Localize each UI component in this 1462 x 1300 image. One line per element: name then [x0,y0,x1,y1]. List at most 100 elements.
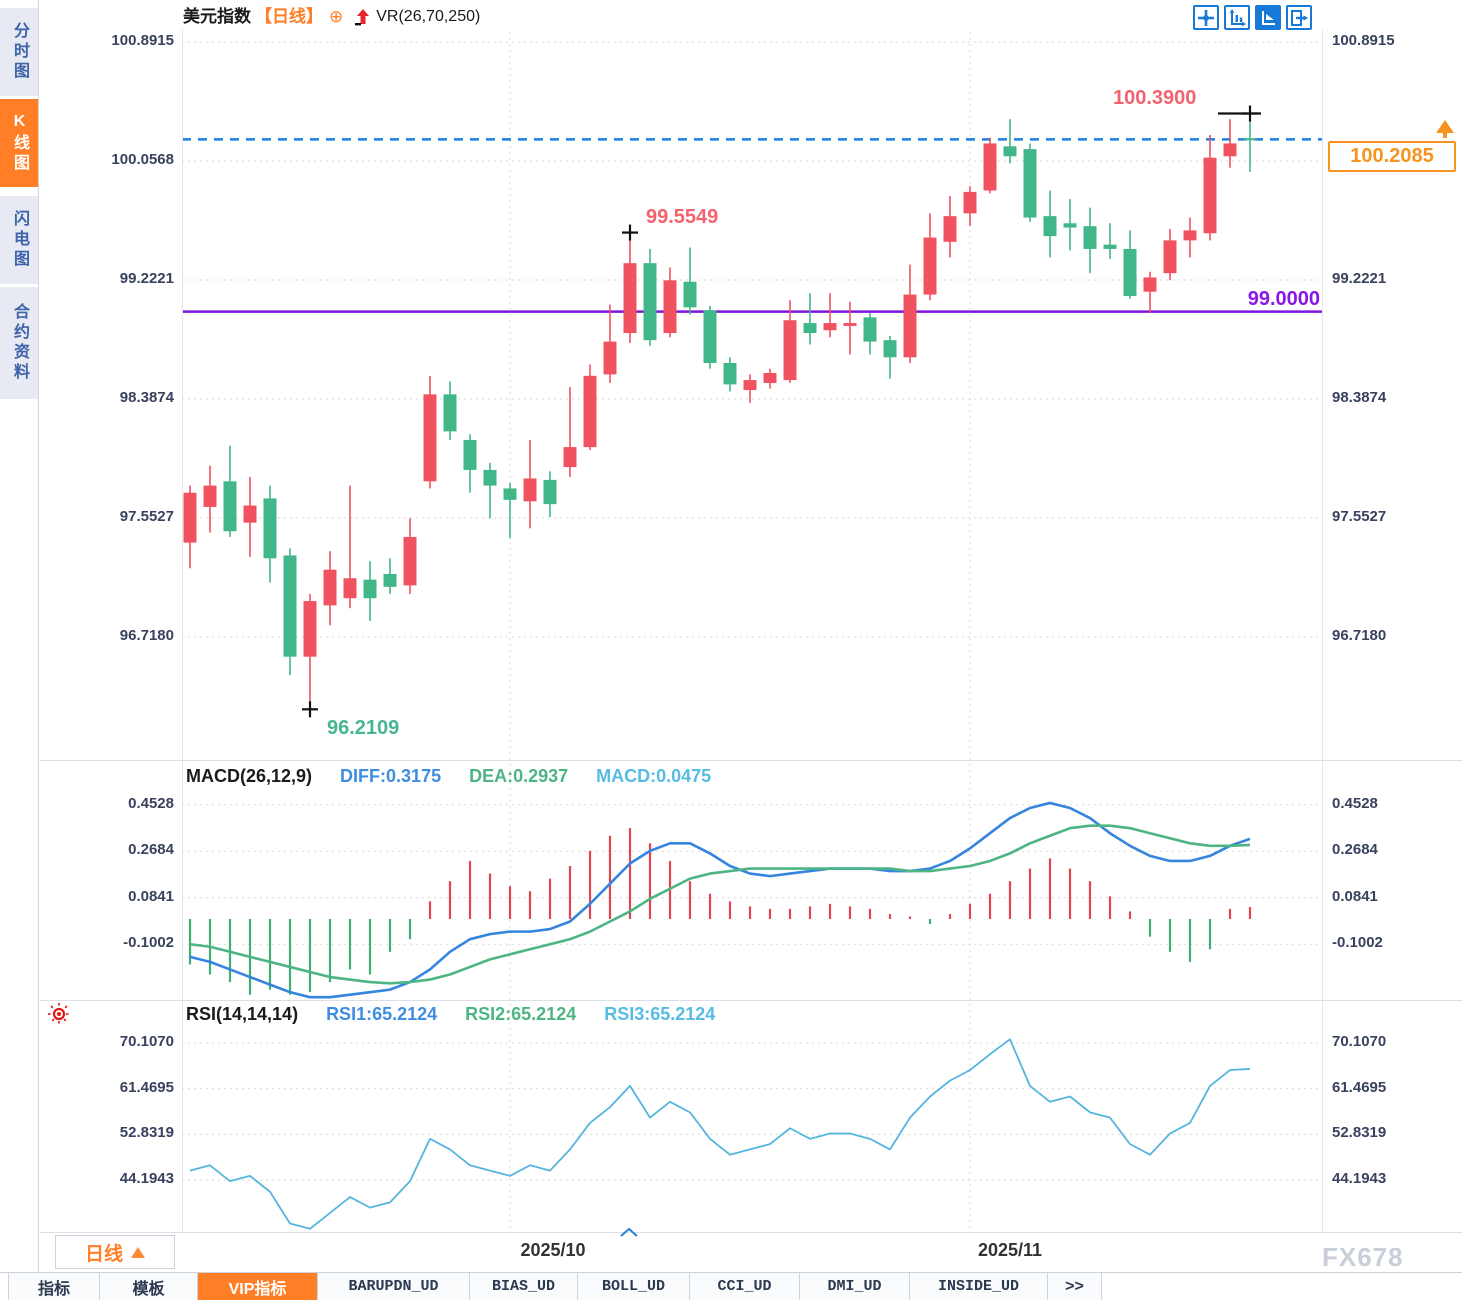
y-axis-label: 97.5527 [1332,507,1387,525]
candle-body [383,573,397,587]
indicator-tabbar: 指标 模板 VIP指标 BARUPDN_UD BIAS_UD BOLL_UD CCI_UD D… [0,1272,1462,1300]
move-icon[interactable] [1193,5,1219,30]
collapse-panel-icon[interactable] [1286,5,1312,30]
vr-indicator-label[interactable]: VR(26,70,250) [376,8,481,25]
candle-body [943,216,957,242]
chart-header: 美元指数 【日线】 ⊕ VR(26,70,250) [183,5,480,29]
y-axis-label: 0.0841 [128,887,174,905]
bottom-tab[interactable]: 模板 [100,1273,198,1300]
y-axis-label: 70.1070 [119,1033,174,1050]
candle-body [903,294,917,358]
rsi-indicator-name[interactable]: RSI(14,14,14) [186,1004,299,1024]
y-axis-label: -0.1002 [1332,934,1383,952]
macd-dea-value: DEA:0.2937 [469,766,569,786]
y-axis-label: 100.8915 [1332,32,1395,49]
candle-body [1143,277,1157,292]
candle-body [1223,143,1237,157]
candle-body [303,601,317,657]
macd-indicator-name[interactable]: MACD(26,12,9) [186,766,313,786]
candle-body [463,439,477,470]
bottom-tab[interactable]: BOLL_UD [578,1273,690,1300]
sidebar-tab-3[interactable]: 闪电图 [0,196,38,284]
candle-body [1183,230,1197,241]
axis-zoom-icon[interactable] [1224,5,1250,30]
peak-price-label: 99.5549 [646,206,719,228]
candle-body [1083,226,1097,249]
bottom-tab[interactable]: CCI_UD [690,1273,800,1300]
candle-body [583,375,597,448]
y-axis-label: 99.2221 [119,269,174,287]
sidebar-tab-1[interactable]: 分时图 [0,8,38,96]
candle-body [883,340,897,358]
bottom-tab[interactable]: 指标 [8,1273,100,1300]
current-price-badge[interactable]: 100.2085 [1328,141,1456,172]
candle-body [1163,240,1177,274]
candle-body [443,394,457,432]
x-axis-label: 2025/10 [520,1240,586,1260]
rsi-line [189,1038,1251,1230]
bottom-tab[interactable]: DMI_UD [800,1273,910,1300]
axis-scale-icon[interactable] [1255,5,1281,30]
candle-body [803,323,817,334]
candle-body [743,380,757,391]
timeframe-label: 日线 [84,1243,123,1265]
candle-body [283,555,297,657]
watermark: FX678 [1322,1242,1404,1272]
candle-body [1023,149,1037,218]
candle-body [683,281,697,308]
candle-body [403,536,417,586]
chart-toolbar [1193,5,1312,30]
panel-separator-rsi [40,1000,1462,1001]
candle-body [923,237,937,295]
y-axis-label: 97.5527 [119,507,174,525]
y-axis-label: 44.1943 [119,1170,174,1188]
expand-panel-icon[interactable] [620,1224,638,1242]
bottom-tab[interactable]: INSIDE_UD [910,1273,1048,1300]
y-axis-label: 70.1070 [1332,1033,1387,1050]
axis-row-top-border [40,1232,1462,1233]
bottom-tab[interactable]: BARUPDN_UD [318,1273,470,1300]
sidebar-tab-2[interactable]: K线图 [0,99,38,187]
candle-body [1243,138,1257,141]
y-axis-label: 0.4528 [128,794,174,812]
y-axis-label: 0.0841 [1332,887,1378,905]
candle-body [823,323,837,331]
candle-body [523,478,537,502]
bottom-tab[interactable]: VIP指标 [198,1273,318,1300]
y-axis-label: 0.2684 [1332,841,1378,859]
candle-body [503,488,517,500]
candle-body [783,320,797,381]
rsi2-value: RSI2:65.2124 [465,1004,577,1024]
bottom-tab[interactable]: BIAS_UD [470,1273,578,1300]
add-indicator-icon[interactable]: ⊕ [329,7,344,26]
y-axis-label: 0.4528 [1332,794,1378,812]
timeframe-selector[interactable]: 日线 [55,1235,175,1269]
panel-separator-macd [40,760,1462,761]
candle-body [623,263,637,334]
candle-body [643,263,657,341]
y-axis-label: 44.1943 [1332,1170,1387,1188]
x-axis-label: 2025/11 [977,1240,1043,1260]
candle-body [363,579,377,599]
candle-body [723,362,737,385]
candle-body [983,143,997,191]
candle-body [863,317,877,342]
y-axis-label: 99.2221 [1332,269,1387,287]
timeframe-caret-icon [131,1246,145,1258]
candle-body [1123,248,1137,296]
candle-body [1063,223,1077,228]
candle-body [483,469,497,486]
sidebar-tab-4[interactable]: 合约资料 [0,287,38,399]
candle-body [663,280,677,334]
bottom-tab[interactable]: >> [1048,1273,1102,1300]
alert-beacon-icon[interactable] [48,1003,70,1030]
y-axis-label: 98.3874 [1332,388,1387,406]
macd-dea-line [189,824,1251,985]
candle-body [243,505,257,523]
candle-body [563,447,577,468]
high-price-label: 100.3900 [1113,87,1197,109]
candle-body [703,310,717,363]
period-label[interactable]: 【日线】 [255,7,323,26]
